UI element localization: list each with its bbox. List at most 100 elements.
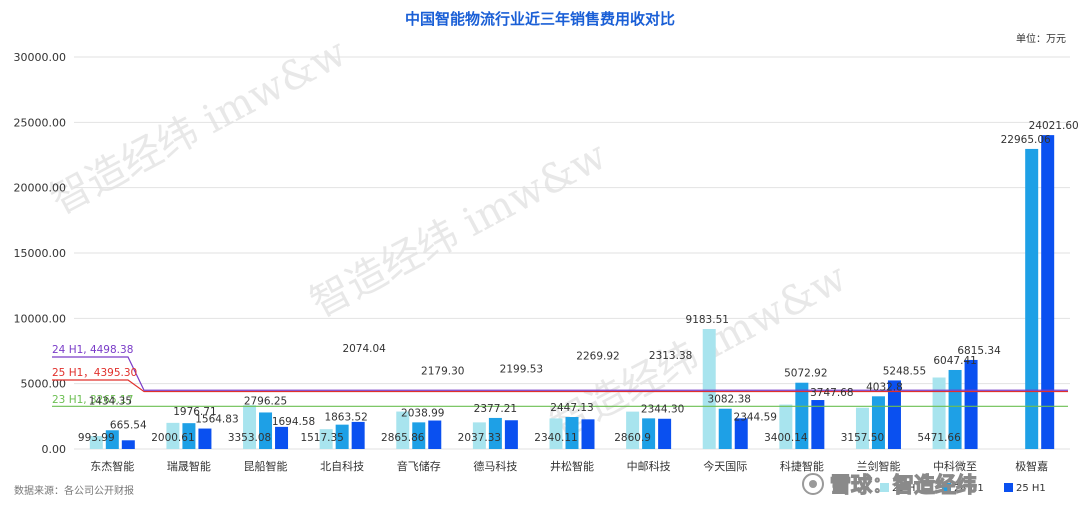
data-label: 3157.50 bbox=[841, 432, 884, 444]
data-label: 5471.66 bbox=[917, 432, 961, 444]
bar bbox=[243, 405, 257, 449]
data-label: 2344.59 bbox=[734, 411, 777, 423]
x-tick-label: 科捷智能 bbox=[780, 459, 824, 473]
bars-layer bbox=[89, 135, 1055, 449]
data-label: 2447.13 bbox=[550, 402, 593, 414]
data-label: 2344.30 bbox=[641, 403, 684, 415]
legend-swatch bbox=[1004, 483, 1013, 492]
x-tick-label: 井松智能 bbox=[550, 459, 594, 473]
data-label: 665.54 bbox=[110, 419, 147, 431]
y-tick-label: 5000.00 bbox=[21, 378, 67, 391]
data-label: 2269.92 bbox=[576, 350, 619, 362]
legend-swatch bbox=[880, 483, 889, 492]
bar bbox=[964, 359, 978, 449]
data-label: 2199.53 bbox=[500, 363, 543, 375]
y-axis: 0.00 5000.00 10000.00 15000.00 20000.00 25000… bbox=[14, 51, 67, 456]
bar bbox=[105, 430, 119, 449]
bar bbox=[89, 436, 103, 449]
bar bbox=[565, 417, 579, 449]
x-tick-label: 音飞储存 bbox=[397, 459, 441, 473]
bar bbox=[779, 404, 793, 449]
data-label: 2037.33 bbox=[458, 432, 501, 444]
y-tick-label: 20000.00 bbox=[14, 182, 67, 195]
brand-logo-icon bbox=[802, 473, 824, 495]
bar bbox=[259, 412, 273, 449]
x-tick-label: 中邮科技 bbox=[627, 459, 671, 473]
brand-watermark-text: 雪球：智造经纬 bbox=[830, 473, 977, 497]
data-label: 2313.38 bbox=[649, 350, 692, 362]
bar bbox=[658, 418, 672, 449]
bar bbox=[887, 380, 901, 449]
x-tick-label: 东杰智能 bbox=[90, 459, 134, 473]
data-label: 2340.11 bbox=[534, 432, 577, 444]
reference-line-label: 25 H1，4395.30 bbox=[52, 367, 137, 379]
bar bbox=[795, 382, 809, 449]
bar bbox=[932, 377, 946, 449]
reference-line-label: 24 H1, 4498.38 bbox=[52, 344, 133, 356]
data-label: 6047.41 bbox=[933, 355, 976, 367]
x-tick-label: 北自科技 bbox=[320, 459, 364, 473]
data-label: 5248.55 bbox=[883, 365, 926, 377]
bar bbox=[504, 420, 518, 449]
x-tick-label: 中科微至 bbox=[933, 459, 977, 473]
bar bbox=[1025, 148, 1039, 449]
reference-lines: 24 H1, 4498.38 25 H1，4395.30 23 H1, 3265.1… bbox=[52, 344, 1068, 407]
bar bbox=[319, 429, 333, 449]
data-label: 1434.35 bbox=[89, 395, 132, 407]
data-label: 3353.08 bbox=[228, 432, 271, 444]
unit-label: 单位：万元 bbox=[1016, 32, 1066, 45]
x-axis: 东杰智能 瑞晟智能 昆船智能 北自科技 音飞储存 德马科技 井松智能 中邮科技 今天国际 科捷智能… bbox=[90, 459, 1048, 473]
bar bbox=[412, 422, 426, 449]
bar bbox=[182, 423, 196, 449]
bar bbox=[855, 407, 869, 449]
data-label: 2796.25 bbox=[244, 395, 287, 407]
data-labels: 993.99 1434.35 665.54 2000.61 1976.711564.83… bbox=[78, 120, 1079, 444]
x-tick-label: 兰剑智能 bbox=[856, 459, 900, 473]
data-label: 2865.86 bbox=[381, 432, 425, 444]
data-label: 2179.30 bbox=[421, 366, 464, 378]
bar bbox=[428, 420, 442, 449]
bar bbox=[1041, 135, 1055, 449]
y-tick-label: 15000.00 bbox=[14, 247, 67, 260]
x-tick-label: 极智嘉 bbox=[1015, 459, 1048, 473]
watermark-text: 智造经纬 imw&w bbox=[303, 132, 614, 326]
data-label: 3747.68 bbox=[810, 387, 853, 399]
legend-label: 24 H1 bbox=[954, 483, 984, 494]
bar bbox=[166, 422, 180, 449]
bar bbox=[718, 408, 732, 449]
data-label: 1694.58 bbox=[272, 416, 315, 428]
legend-label: 25 H1 bbox=[1016, 483, 1046, 494]
bar bbox=[549, 418, 563, 449]
bar bbox=[275, 426, 289, 449]
data-label: 2377.21 bbox=[474, 403, 517, 415]
data-label: 1863.52 bbox=[324, 412, 367, 424]
legend: 23 H1 24 H1 25 H1 bbox=[880, 483, 1046, 494]
bar bbox=[702, 329, 716, 449]
bar bbox=[198, 428, 212, 449]
data-label: 22965.06 bbox=[1001, 134, 1051, 146]
y-tick-label: 0.00 bbox=[42, 443, 67, 456]
legend-swatch bbox=[942, 483, 951, 492]
bar bbox=[581, 419, 595, 449]
y-tick-label: 10000.00 bbox=[14, 312, 67, 325]
x-tick-label: 瑞晟智能 bbox=[167, 459, 211, 473]
bar bbox=[734, 418, 748, 449]
y-tick-label: 30000.00 bbox=[14, 51, 67, 64]
watermark-text: 智造经纬 imw&w bbox=[43, 29, 354, 223]
brand-logo-dot bbox=[809, 480, 817, 488]
data-label: 2860.9 bbox=[614, 432, 651, 444]
bar bbox=[626, 411, 640, 449]
reference-line bbox=[52, 356, 1068, 391]
chart-title: 中国智能物流行业近三年销售费用收对比 bbox=[405, 10, 675, 28]
reference-line-label: 23 H1, 3265.17 bbox=[52, 394, 133, 406]
data-label: 1976.71 bbox=[173, 406, 216, 418]
data-label: 9183.51 bbox=[686, 314, 729, 326]
reference-line bbox=[52, 379, 1068, 393]
gridlines bbox=[74, 56, 1070, 450]
bar bbox=[472, 422, 486, 449]
data-label: 1564.83 bbox=[195, 414, 238, 426]
bar bbox=[488, 417, 502, 449]
x-tick-label: 德马科技 bbox=[473, 459, 517, 473]
data-label: 3082.38 bbox=[708, 394, 751, 406]
